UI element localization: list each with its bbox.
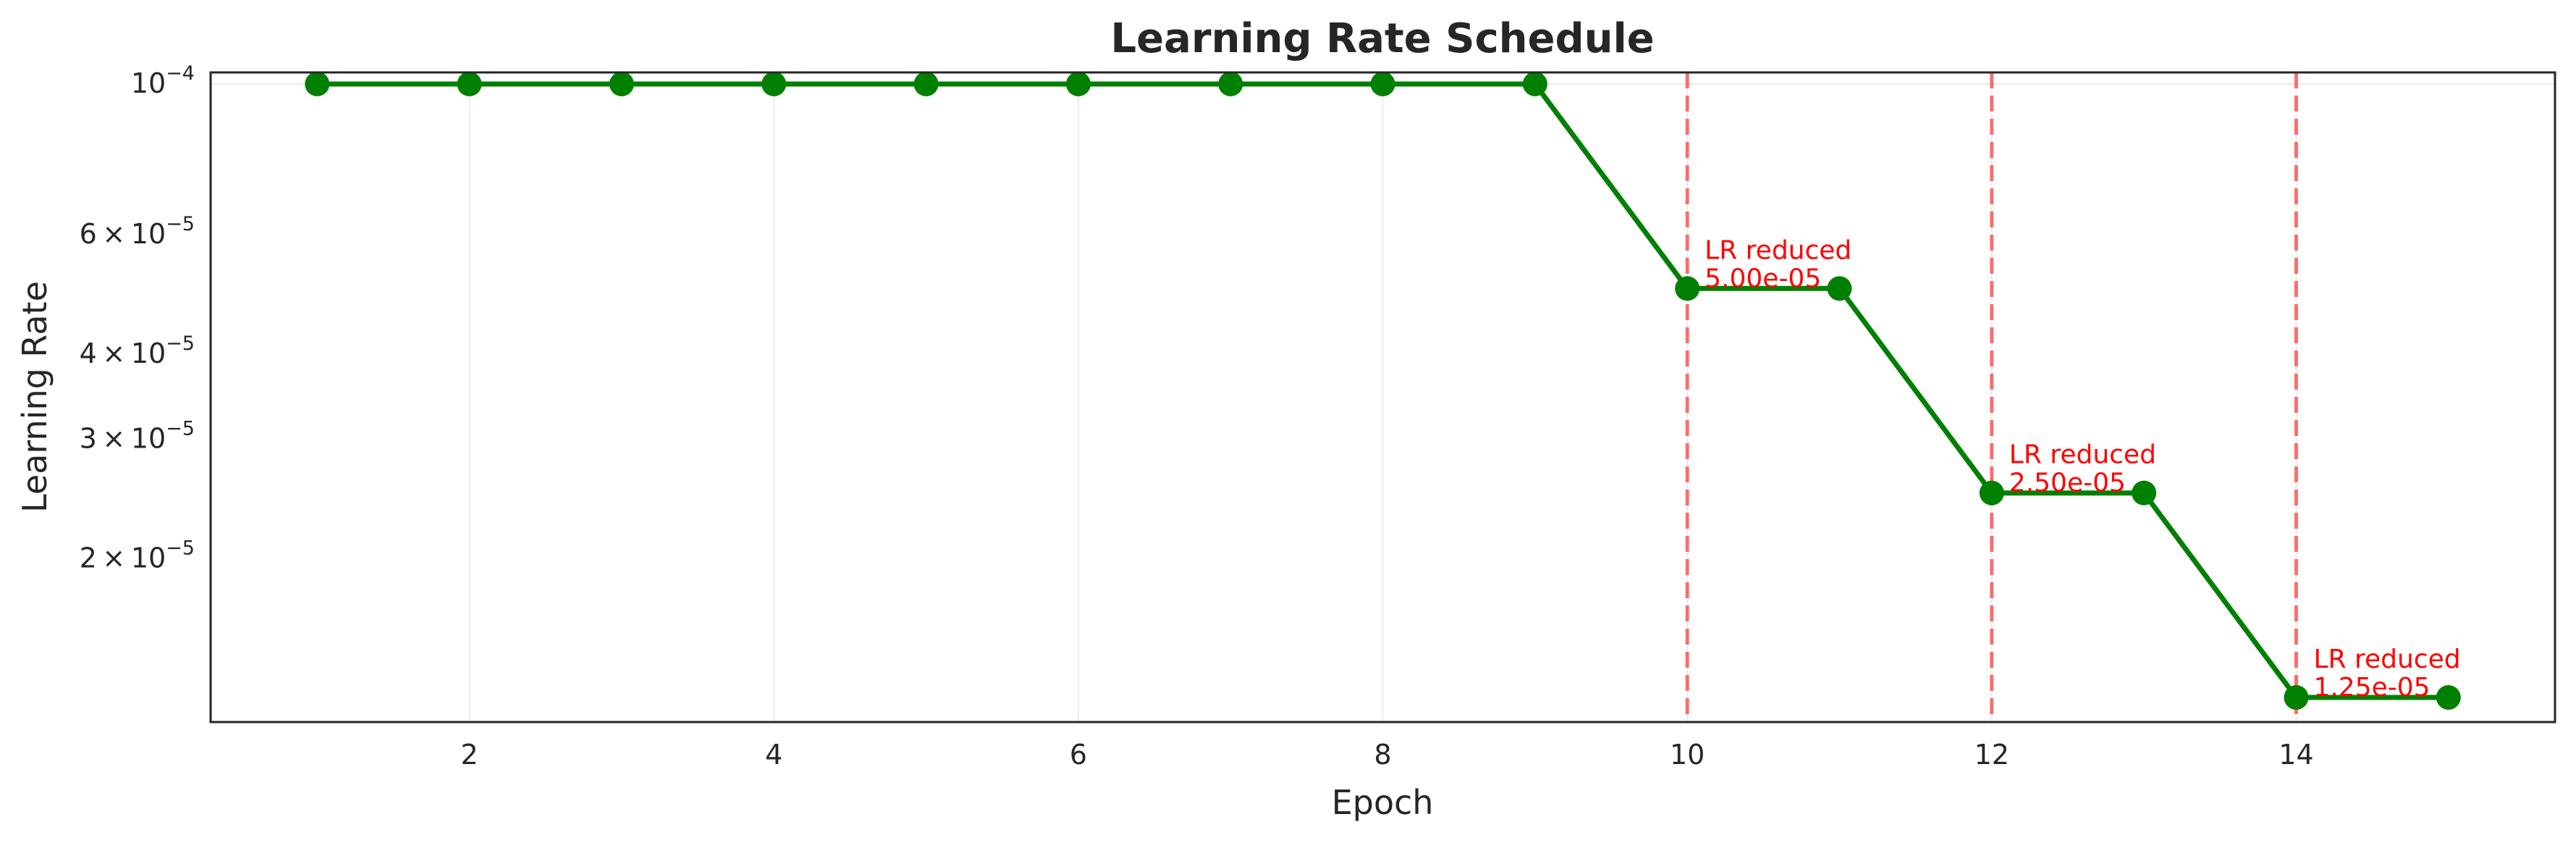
y-tick-label: 4 × 10−5 — [80, 332, 195, 369]
plot-frame — [209, 71, 2556, 724]
reference-lines — [1685, 72, 2298, 722]
x-tick-label: 14 — [2279, 739, 2313, 771]
y-tick-label: 6 × 10−5 — [80, 213, 195, 250]
x-tick-label: 6 — [1070, 739, 1087, 771]
x-ticks: 2 4 6 8 10 12 14 — [460, 739, 2313, 771]
annotation-value: 2.50e-05 — [2009, 469, 2126, 498]
lr-point — [457, 71, 482, 96]
lr-point — [1675, 276, 1700, 301]
lr-point — [1065, 71, 1091, 96]
lr-point — [1370, 71, 1395, 96]
y-ticks: 10−4 6 × 10−5 4 × 10−5 3 × 10−5 2 × 10−5 — [80, 62, 195, 574]
lr-point — [913, 71, 939, 96]
annotation-value: 5.00e-05 — [1705, 264, 1821, 293]
annotation-value: 1.25e-05 — [2313, 673, 2430, 702]
chart-title: Learning Rate Schedule — [1110, 15, 1654, 62]
x-axis-label: Epoch — [1332, 783, 1434, 822]
series-layer — [305, 71, 2461, 710]
x-tick-label: 12 — [1975, 739, 2009, 771]
annotation-title: LR reduced — [2313, 645, 2460, 674]
lr-point — [1218, 71, 1243, 96]
grid-layer — [211, 72, 2555, 722]
lr-point — [1522, 71, 1547, 96]
annotation-title: LR reduced — [1705, 235, 1851, 265]
lr-point — [609, 71, 634, 96]
lr-point — [305, 71, 330, 96]
x-tick-label: 8 — [1374, 739, 1391, 771]
lr-point — [2132, 480, 2157, 506]
lr-point — [2284, 685, 2309, 710]
y-tick-label: 10−4 — [131, 62, 195, 99]
x-tick-label: 2 — [460, 739, 478, 771]
lr-point — [761, 71, 787, 96]
x-tick-label: 4 — [765, 739, 782, 771]
lr-point — [1827, 276, 1852, 301]
y-tick-label: 2 × 10−5 — [80, 537, 195, 574]
lr-point — [2436, 685, 2461, 710]
y-tick-label: 3 × 10−5 — [80, 417, 195, 454]
y-axis-label: Learning Rate — [15, 281, 54, 513]
lr-point — [1979, 480, 2004, 506]
annotation-title: LR reduced — [2009, 440, 2156, 470]
x-tick-label: 10 — [1670, 739, 1705, 771]
